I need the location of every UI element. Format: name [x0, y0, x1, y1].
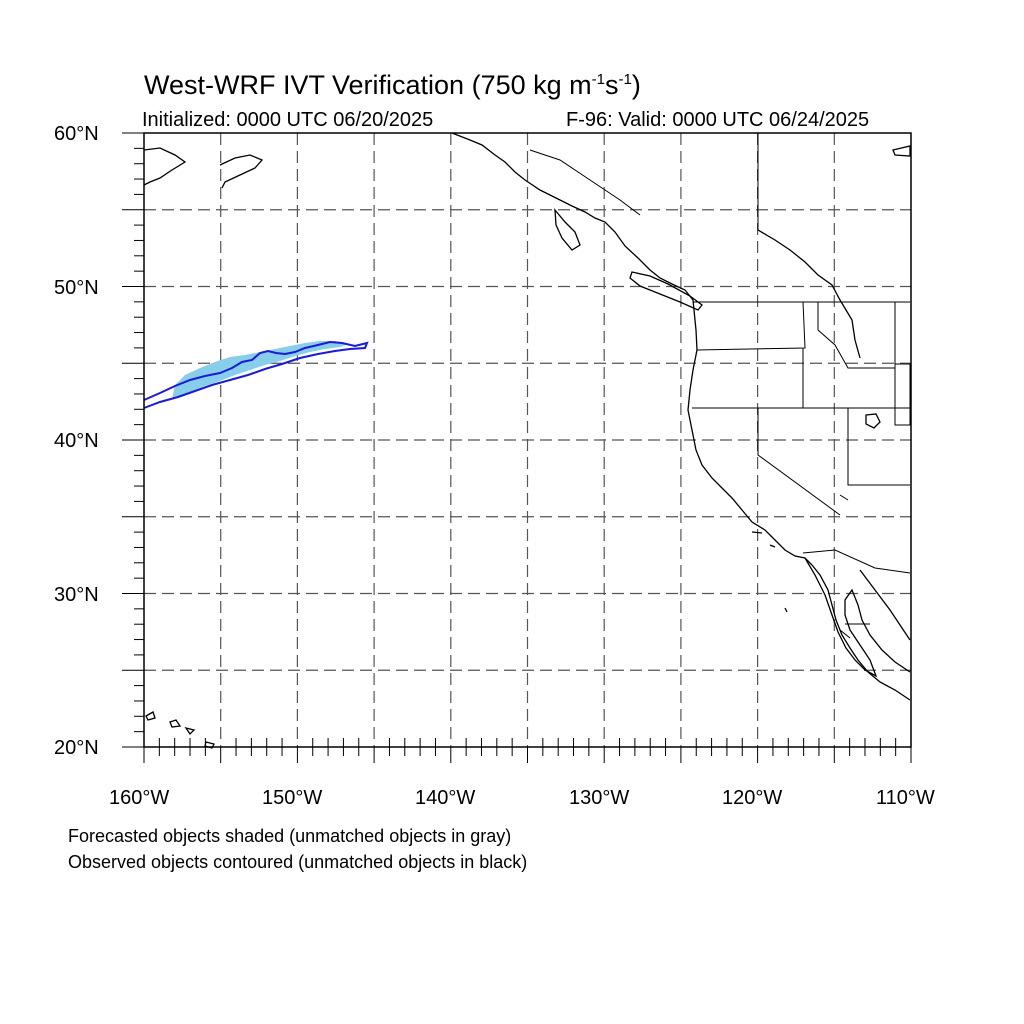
- state-line-nv-az: [839, 408, 910, 501]
- coastline-vancouver-island: [629, 271, 703, 311]
- coastline-us-west: [687, 299, 911, 701]
- coastline-ak-top-left: [143, 147, 187, 186]
- coastline-baja: [804, 557, 911, 678]
- coastline-ak-top-left-2: [219, 154, 264, 189]
- lon-label-140w: 140°W: [415, 787, 476, 809]
- plot-title: West-WRF IVT Verification (750 kg m-1s-1…: [144, 70, 641, 100]
- coastline-channel-islands: [751, 531, 788, 613]
- state-line-ca-nv: [757, 408, 841, 516]
- lat-label-50n: 50°N: [54, 277, 99, 299]
- state-line-or-ca-nv: [692, 363, 911, 426]
- lon-label-120w: 120°W: [722, 787, 783, 809]
- lon-label-160w: 160°W: [109, 787, 170, 809]
- canada-inland-line: [757, 229, 861, 359]
- plot-frame: [143, 132, 912, 748]
- coastline-bc-islands: [554, 208, 581, 251]
- lon-label-110w: 110°W: [876, 787, 935, 809]
- axis-ticks: [122, 132, 912, 763]
- lat-lon-grid: [144, 133, 911, 747]
- coastline-hawaii-1: [145, 711, 156, 721]
- coastline-hawaii-2: [169, 719, 182, 728]
- legend-forecast: Forecasted objects shaded (unmatched obj…: [68, 826, 512, 846]
- coastline-alaska: [451, 132, 694, 301]
- legend-observed: Observed objects contoured (unmatched ob…: [68, 852, 528, 872]
- coastlines: [143, 132, 911, 749]
- state-lines-or-wa: [696, 301, 806, 408]
- lat-label-40n: 40°N: [54, 430, 99, 452]
- coastline-top-right: [892, 145, 911, 157]
- lon-label-150w: 150°W: [262, 787, 323, 809]
- valid-time: F-96: Valid: 0000 UTC 06/24/2025: [566, 109, 870, 131]
- lon-label-130w: 130°W: [569, 787, 630, 809]
- political-borders: [529, 133, 911, 639]
- us-mexico-border: [802, 549, 911, 574]
- initialized-time: Initialized: 0000 UTC 06/20/2025: [142, 109, 434, 131]
- great-salt-lake: [865, 413, 881, 429]
- ivt-objects: [143, 340, 369, 409]
- coastline-mexico: [859, 569, 911, 641]
- lat-label-30n: 30°N: [54, 584, 99, 606]
- state-line-id: [817, 302, 896, 369]
- lat-label-60n: 60°N: [54, 123, 99, 145]
- coastline-hawaii-3: [184, 726, 196, 736]
- mexico-state-line: [839, 623, 870, 639]
- coastline-hawaii-4: [204, 741, 215, 749]
- canada-alaska-border: [529, 133, 759, 230]
- observed-object-contour: [143, 340, 369, 409]
- lat-label-20n: 20°N: [54, 737, 99, 759]
